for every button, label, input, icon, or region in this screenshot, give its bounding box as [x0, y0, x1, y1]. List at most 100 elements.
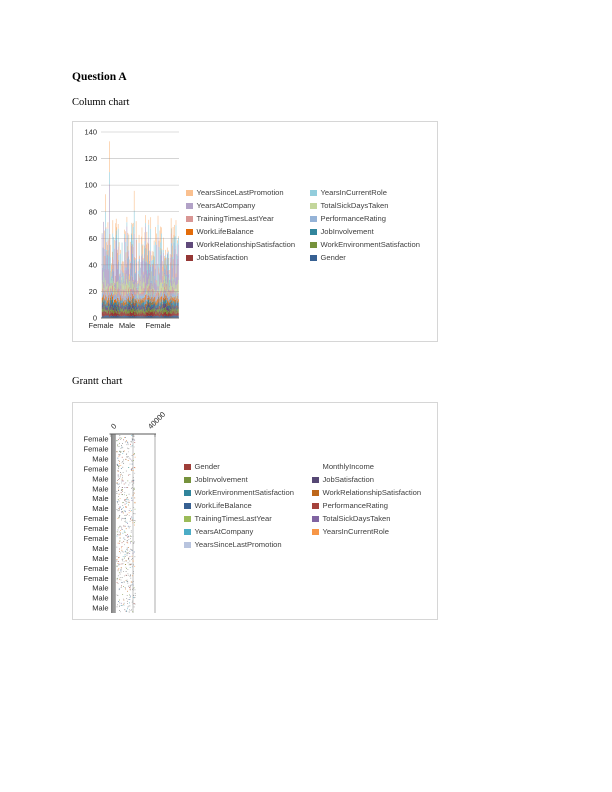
svg-text:40000: 40000 [146, 410, 167, 431]
svg-text:Female: Female [83, 514, 108, 523]
gantt-legend-label: JobSatisfaction [322, 474, 375, 484]
gantt-chart-caption: Grantt chart [72, 376, 123, 387]
column-gridlines [101, 131, 179, 319]
gantt-chart-figure: 0 40000 Female Female Male Female Male Male Male… [72, 402, 438, 620]
svg-text:100: 100 [84, 181, 97, 190]
column-x-axis-labels: Female Male Female [88, 321, 170, 330]
column-legend-label: YearsInCurrentRole [320, 188, 387, 197]
gantt-legend-item: TotalSickDaysTaken [312, 513, 434, 523]
column-legend-swatch [310, 254, 317, 262]
column-legend-label: WorkLifeBalance [196, 226, 254, 236]
gantt-legend-swatch [312, 502, 319, 510]
column-legend-swatch [186, 215, 193, 223]
column-legend-item: TrainingTimesLastYear [186, 213, 308, 223]
svg-text:Female: Female [145, 321, 170, 330]
gantt-legend-label: TotalSickDaysTaken [322, 513, 391, 523]
gantt-legend-item: JobSatisfaction [312, 474, 434, 484]
svg-text:Male: Male [92, 504, 108, 513]
column-legend-label: PerformanceRating [320, 213, 386, 223]
svg-text:140: 140 [84, 128, 97, 137]
gantt-legend-item: WorkLifeBalance [184, 500, 306, 510]
gantt-legend-label: YearsSinceLastPromotion [194, 539, 282, 549]
svg-text:Female: Female [83, 524, 108, 533]
column-legend-swatch [310, 215, 317, 223]
gantt-legend-label: WorkEnvironmentSatisfaction [194, 487, 294, 497]
column-legend-item: WorkEnvironmentSatisfaction [310, 239, 432, 249]
column-legend-swatch [310, 189, 317, 197]
gantt-legend-swatch [312, 489, 319, 497]
svg-text:120: 120 [84, 154, 97, 163]
gantt-chart-legend-left: Gender JobInvolvement WorkEnvironmentSatis… [184, 462, 306, 554]
gantt-category-labels: FemaleFemaleMaleFemaleMaleMaleMaleMaleFe… [83, 435, 108, 613]
svg-text:80: 80 [89, 207, 97, 216]
column-legend-label: TotalSickDaysTaken [320, 200, 389, 210]
column-chart-figure: 140 120 100 80 60 40 20 0 Female Male Female Years… [72, 121, 438, 342]
column-legend-label: WorkEnvironmentSatisfaction [320, 239, 420, 249]
svg-text:Male: Male [119, 321, 135, 330]
column-legend-item: JobSatisfaction [186, 253, 308, 262]
question-heading: Question A [72, 71, 127, 83]
gantt-legend-label: YearsAtCompany [194, 526, 254, 536]
column-legend-item: Gender [310, 252, 432, 262]
column-legend-swatch [186, 254, 193, 262]
column-legend-label: Gender [320, 252, 346, 262]
column-legend-label: TrainingTimesLastYear [196, 213, 274, 223]
gantt-legend-label: YearsInCurrentRole [322, 526, 389, 536]
gantt-legend-swatch [184, 541, 191, 548]
gantt-speckles [116, 435, 136, 613]
svg-text:Female: Female [83, 534, 108, 543]
column-chart-legend-right: YearsInCurrentRole TotalSickDaysTaken Perf… [310, 188, 432, 267]
gantt-legend-label: TrainingTimesLastYear [194, 513, 272, 523]
svg-text:0: 0 [109, 422, 118, 431]
column-legend-item: YearsInCurrentRole [310, 188, 432, 197]
gantt-bar-strip [111, 434, 116, 613]
svg-text:Female: Female [83, 574, 108, 583]
svg-text:Female: Female [88, 321, 113, 330]
gantt-legend-swatch [312, 528, 319, 536]
svg-text:Female: Female [83, 564, 108, 573]
column-legend-swatch [186, 228, 193, 236]
gantt-gridlines [132, 434, 156, 613]
svg-text:Male: Male [92, 454, 108, 463]
svg-text:Male: Male [92, 484, 108, 493]
svg-text:40: 40 [89, 260, 97, 269]
svg-text:Male: Male [92, 554, 108, 563]
column-legend-swatch [186, 202, 193, 210]
column-legend-label: YearsSinceLastPromotion [196, 188, 284, 197]
gantt-legend-item: YearsInCurrentRole [312, 526, 434, 536]
gantt-x-axis-labels: 0 40000 [109, 410, 167, 431]
gantt-value-axis [109, 433, 156, 437]
column-legend-item: YearsSinceLastPromotion [186, 188, 308, 197]
svg-text:Male: Male [92, 594, 108, 603]
gantt-legend-swatch [184, 502, 191, 510]
column-legend-label: YearsAtCompany [196, 200, 256, 210]
gantt-legend-swatch [184, 489, 191, 497]
gantt-legend-swatch [184, 528, 191, 536]
gantt-legend-swatch [312, 476, 319, 484]
svg-text:Female: Female [83, 464, 108, 473]
column-chart-legend-left: YearsSinceLastPromotion YearsAtCompany Tra… [186, 188, 308, 267]
column-legend-label: WorkRelationshipSatisfaction [196, 239, 296, 249]
gantt-legend-item: YearsAtCompany [184, 526, 306, 536]
gantt-legend-item: Gender [184, 462, 306, 471]
gantt-legend-label: Gender [194, 462, 220, 471]
gantt-chart-legend-right: MonthlyIncome JobSatisfaction WorkRelation… [312, 462, 434, 541]
column-legend-item: WorkRelationshipSatisfaction [186, 239, 308, 249]
column-y-axis-labels: 140 120 100 80 60 40 20 0 [84, 128, 97, 323]
svg-text:Female: Female [83, 435, 108, 444]
gantt-legend-label: JobInvolvement [194, 474, 248, 484]
svg-text:0: 0 [93, 314, 97, 323]
gantt-legend-label: PerformanceRating [322, 500, 388, 510]
gantt-legend-item: JobInvolvement [184, 474, 306, 484]
column-legend-item: TotalSickDaysTaken [310, 200, 432, 210]
svg-text:Female: Female [83, 445, 108, 454]
gantt-legend-item: PerformanceRating [312, 500, 434, 510]
svg-text:20: 20 [89, 287, 97, 296]
column-chart-caption: Column chart [72, 97, 130, 108]
column-legend-item: YearsAtCompany [186, 200, 308, 210]
svg-text:Male: Male [92, 604, 108, 613]
gantt-legend-item: MonthlyIncome [312, 462, 434, 471]
gantt-legend-label: WorkLifeBalance [194, 500, 252, 510]
